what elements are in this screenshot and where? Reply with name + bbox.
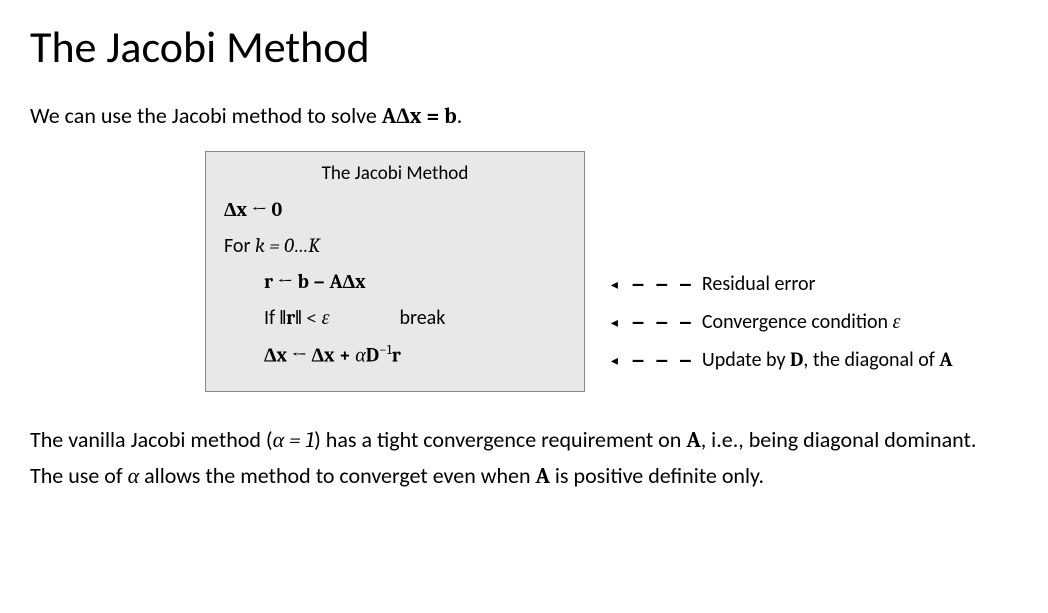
algo-line-update: Δx ← Δx + αD−1r xyxy=(224,339,566,371)
algo-for-math: k = 0…K xyxy=(255,234,320,257)
algo-if-cond: ‖r‖ < ε xyxy=(280,306,330,329)
algo-update-D: D xyxy=(366,344,379,367)
algorithm-box-title: The Jacobi Method xyxy=(224,162,566,185)
para1-end: , i.e., being diagonal dominant. xyxy=(701,426,977,453)
para2-end: is positive definite only. xyxy=(550,462,764,489)
arrow-icon: ◂ ‒ ‒ ‒ xyxy=(609,312,692,333)
arrow-icon: ◂ ‒ ‒ ‒ xyxy=(609,350,692,371)
algo-if-break: break xyxy=(400,306,446,330)
anno-upd-prefix: Update by xyxy=(702,348,790,372)
anno-conv-prefix: Convergence condition xyxy=(702,310,893,334)
para2-alpha: α xyxy=(128,463,140,489)
para2-start: The use of xyxy=(30,462,128,489)
para1-A: A xyxy=(686,427,700,453)
annotation-convergence: ◂ ‒ ‒ ‒ Convergence condition ε xyxy=(609,303,952,341)
intro-suffix: . xyxy=(457,102,463,129)
algo-line-if: If ‖r‖ < ε break xyxy=(224,303,566,333)
algo-update-lhs: Δx ← Δx + xyxy=(264,344,355,367)
annotation-residual-text: Residual error xyxy=(702,272,816,296)
anno-upd-D: D xyxy=(790,348,803,371)
paragraph-1: The vanilla Jacobi method (α = 1) has a … xyxy=(30,426,1018,455)
paragraph-2: The use of α allows the method to conver… xyxy=(30,462,1018,491)
annotation-residual: ◂ ‒ ‒ ‒ Residual error xyxy=(609,265,952,303)
anno-upd-A: A xyxy=(939,348,952,371)
para2-mid: allows the method to converget even when xyxy=(139,462,535,489)
anno-upd-mid: , the diagonal of xyxy=(803,348,939,372)
algo-update-sup: −1 xyxy=(379,341,392,358)
algo-init-math: Δx ← 0 xyxy=(224,198,282,221)
page-title: The Jacobi Method xyxy=(30,20,1018,74)
intro-equation: AΔx = b xyxy=(382,103,457,129)
para1-alpha: α = 1 xyxy=(273,427,315,453)
algo-for-prefix: For xyxy=(224,234,255,258)
para1-mid: ) has a tight convergence requirement on xyxy=(314,426,686,453)
algo-if-prefix: If xyxy=(264,306,280,330)
annotation-update-text: Update by D, the diagonal of A xyxy=(702,348,953,372)
annotation-convergence-text: Convergence condition ε xyxy=(702,310,901,334)
algo-update-r: r xyxy=(392,344,401,367)
algo-line-residual: r ← b − AΔx xyxy=(224,267,566,297)
intro-text: We can use the Jacobi method to solve AΔ… xyxy=(30,102,1018,129)
para1-start: The vanilla Jacobi method ( xyxy=(30,426,273,453)
algo-update-alpha: α xyxy=(355,344,366,367)
algo-line-init: Δx ← 0 xyxy=(224,195,566,225)
intro-prefix: We can use the Jacobi method to solve xyxy=(30,102,382,129)
anno-conv-eps: ε xyxy=(893,310,901,333)
annotations: ◂ ‒ ‒ ‒ Residual error ◂ ‒ ‒ ‒ Convergen… xyxy=(609,151,952,379)
para2-A: A xyxy=(536,463,550,489)
algorithm-row: The Jacobi Method Δx ← 0 For k = 0…K r ←… xyxy=(205,151,1018,392)
arrow-icon: ◂ ‒ ‒ ‒ xyxy=(609,274,692,295)
algo-line-for: For k = 0…K xyxy=(224,231,566,261)
annotation-update: ◂ ‒ ‒ ‒ Update by D, the diagonal of A xyxy=(609,341,952,379)
algorithm-box: The Jacobi Method Δx ← 0 For k = 0…K r ←… xyxy=(205,151,585,392)
